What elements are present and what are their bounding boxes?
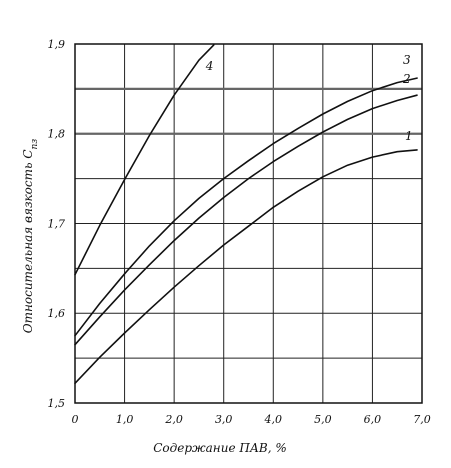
grid-layer: [75, 44, 422, 403]
series-layer: [74, 44, 418, 385]
curve-label-layer: 1 2 3 4: [205, 53, 413, 143]
x-tick-label: 1,0: [116, 413, 134, 426]
y-axis-title-main: Относительная вязкость C: [21, 149, 35, 333]
x-tick-label: 7,0: [413, 413, 431, 426]
series-line-1: [74, 149, 418, 385]
x-tick-label: 6,0: [364, 413, 382, 426]
x-tick-label: 3,0: [215, 413, 233, 426]
plot-frame: [74, 43, 423, 404]
series-line-3: [74, 77, 418, 337]
x-axis-title: Содержание ПАВ, %: [153, 441, 287, 455]
curve-label-3: 3: [403, 53, 411, 67]
series-line-4: [74, 44, 215, 276]
x-tick-label: 0: [72, 413, 79, 426]
tick-layer: 0 1,0 2,0 3,0 4,0 5,0 6,0 7,0 1,5 1,6 1,7 1,8 1,9: [48, 38, 431, 426]
series-line-2: [74, 94, 418, 346]
x-tick-label: 4,0: [264, 413, 283, 426]
curve-label-2: 2: [402, 72, 411, 86]
y-axis-title-subscript: пз: [30, 139, 40, 150]
x-tick-label: 5,0: [314, 413, 332, 426]
y-tick-label: 1,5: [48, 397, 66, 410]
y-tick-label: 1,7: [48, 218, 66, 231]
curve-label-1: 1: [405, 129, 413, 143]
y-tick-label: 1,8: [48, 128, 66, 141]
y-tick-label: 1,9: [48, 38, 66, 51]
x-tick-label: 2,0: [164, 413, 183, 426]
curve-label-4: 4: [205, 59, 214, 73]
y-tick-label: 1,6: [48, 307, 66, 320]
y-axis-title: Относительная вязкость Cпз: [21, 139, 40, 334]
plot-border: [74, 43, 423, 404]
